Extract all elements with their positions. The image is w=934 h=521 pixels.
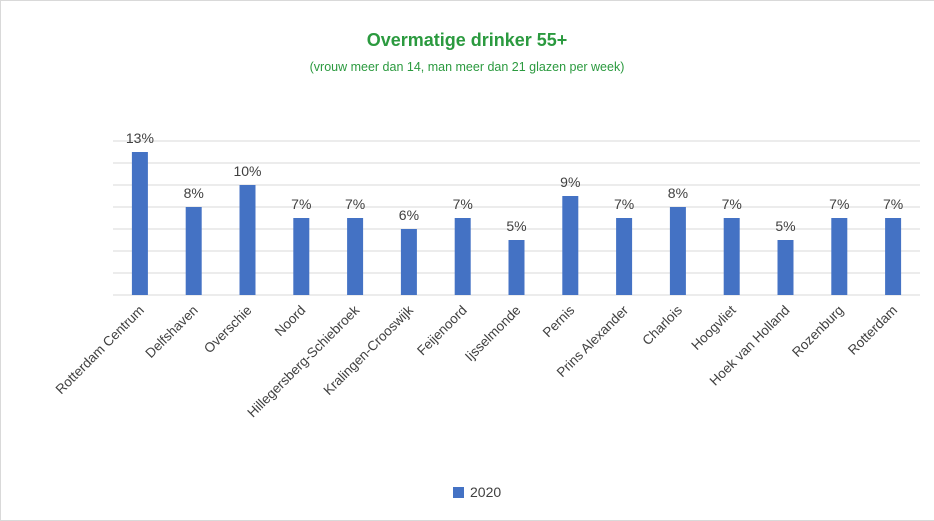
legend: 2020 [453,484,501,500]
data-label: 7% [722,196,742,212]
x-tick-label: Charlois [639,302,685,348]
bar [131,152,148,295]
x-tick-label: Rotterdam Centrum [53,303,147,397]
chart-subtitle: (vrouw meer dan 14, man meer dan 21 glaz… [309,60,625,74]
x-tick-label: Overschie [201,303,255,357]
x-tick-label: Kralingen-Crooswijk [321,302,417,398]
x-tick-label: Rozenburg [789,303,846,360]
bar [669,207,686,295]
data-label: 5% [775,218,795,234]
bar [508,240,525,295]
x-tick-label: Rotterdam [845,303,900,358]
data-label: 7% [453,196,473,212]
data-label: 10% [233,163,261,179]
x-tick-label: Noord [272,303,309,340]
bar [400,229,417,295]
bar [616,218,633,295]
chart-title: Overmatige drinker 55+ [366,30,568,50]
x-tick-label: Hoogvliet [688,302,739,353]
bar [831,218,848,295]
bar [723,218,740,295]
data-label: 7% [345,196,365,212]
data-label: 7% [829,196,849,212]
data-label: 8% [184,185,204,201]
bar [454,218,471,295]
bar [885,218,902,295]
bar [185,207,202,295]
x-tick-label: Ijsselmonde [462,303,524,365]
x-tick-label: Feijenoord [414,303,470,359]
bar [777,240,794,295]
x-tick-label: Pernis [540,302,578,340]
data-label: 8% [668,185,688,201]
data-label: 9% [560,174,580,190]
data-label: 7% [614,196,634,212]
bar [347,218,364,295]
x-tick-label: Hillegersberg-Schiebroek [244,302,362,420]
x-tick-label: Delfshaven [142,303,200,361]
bar [293,218,310,295]
legend-swatch [453,486,464,498]
bar [239,185,256,295]
data-label: 7% [291,196,311,212]
data-label: 5% [506,218,526,234]
data-label: 13% [126,130,154,146]
data-label: 7% [883,196,903,212]
data-label: 6% [399,207,419,223]
legend-label: 2020 [470,484,502,500]
bar [562,196,579,295]
